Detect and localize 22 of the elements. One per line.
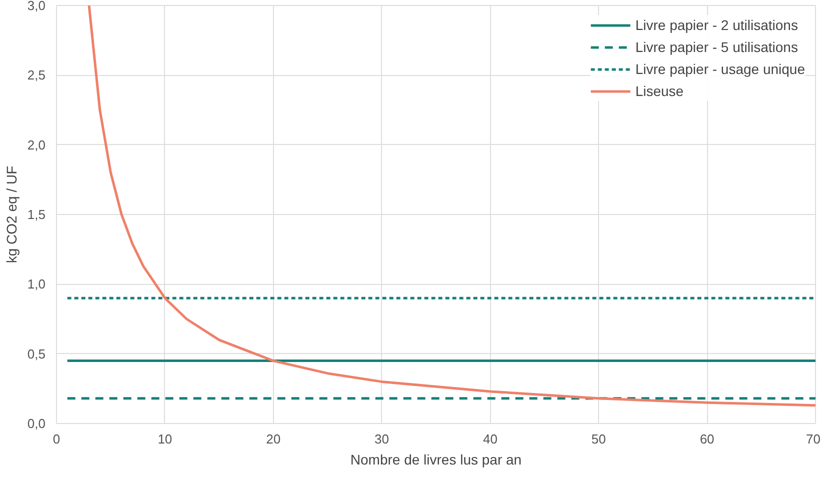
y-tick-label: 1,5 [27, 207, 46, 222]
y-tick-label: 1,0 [27, 276, 46, 292]
line-series [88, 6, 816, 407]
legend-label: Liseuse [635, 83, 684, 99]
y-tick-label: 0,5 [27, 346, 46, 362]
y-tick-label: 2,5 [27, 68, 46, 83]
y-tick-label: 2,0 [27, 137, 46, 152]
x-tick-label: 70 [806, 432, 821, 446]
x-tick-label: 10 [158, 432, 172, 446]
x-tick-label: 20 [266, 432, 281, 446]
x-tick-label: 30 [374, 432, 390, 446]
legend-label: Livre papier - 5 utilisations [635, 39, 798, 55]
x-tick-label: 0 [52, 432, 60, 446]
x-tick-label: 60 [700, 432, 714, 446]
x-axis-title: Nombre de livres lus par an [350, 452, 522, 468]
legend-label: Livre papier - usage unique [635, 61, 805, 77]
legend-label: Livre papier - 2 utilisations [635, 17, 798, 33]
y-tick-label: 0,0 [27, 416, 46, 431]
y-axis-title: kg CO2 eq / UF [3, 166, 20, 264]
x-tick-label: 50 [591, 432, 606, 446]
y-tick-label: 3,0 [27, 0, 46, 13]
x-tick-label: 40 [482, 432, 498, 446]
